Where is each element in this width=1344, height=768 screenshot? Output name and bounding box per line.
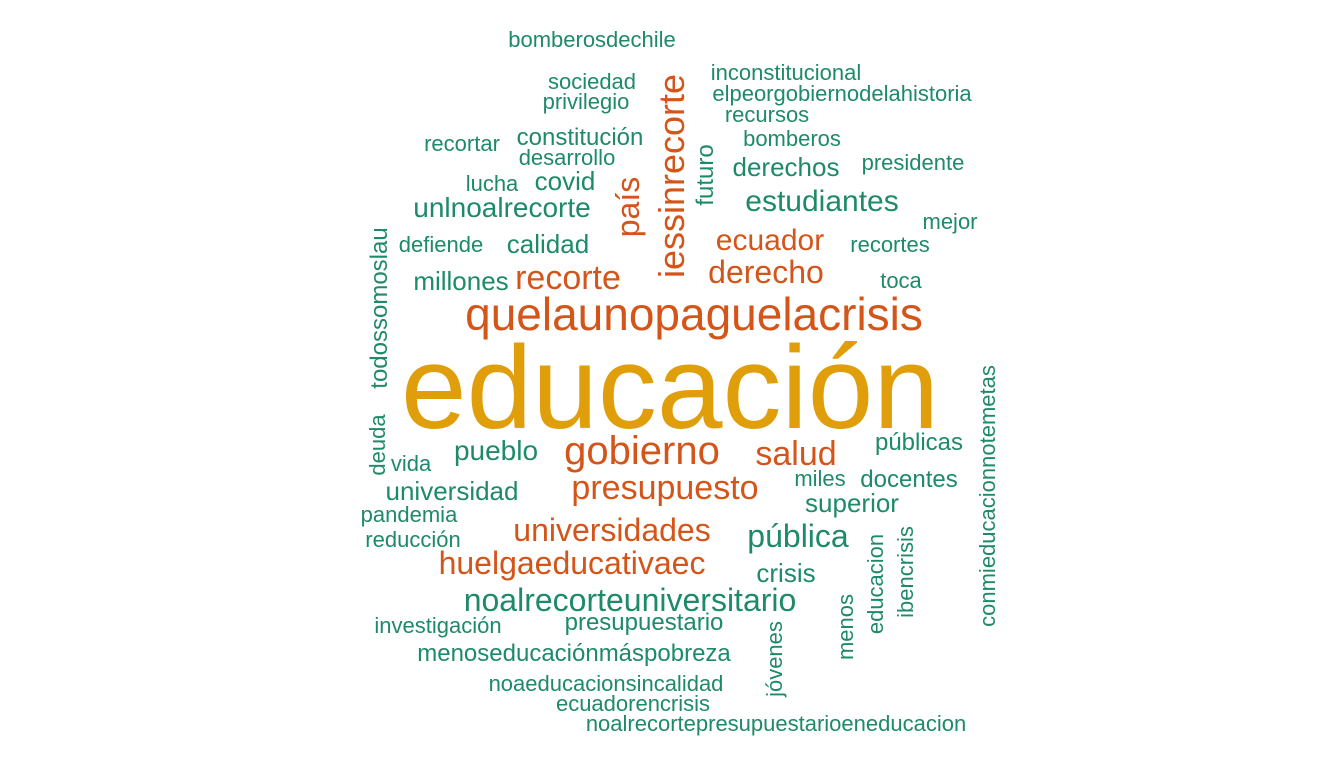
- word-w41: miles: [794, 466, 846, 491]
- word-w51: noalrecorteuniversitario: [463, 582, 797, 618]
- word-w2: iessinrecorte: [651, 73, 692, 279]
- word-w3: país: [610, 176, 646, 238]
- word-w45: pandemia: [360, 502, 458, 527]
- word-w32: calidad: [506, 229, 590, 259]
- word-w28: unlnoalrecorte: [413, 192, 591, 223]
- word-w26: covid: [534, 166, 596, 196]
- word-w30: todossomoslau: [366, 227, 393, 389]
- word-w14: privilegio: [542, 89, 630, 114]
- word-w1: quelaunopaguelacrisis: [465, 288, 923, 340]
- word-w29: mejor: [922, 209, 978, 234]
- word-w7: gobierno: [564, 429, 720, 473]
- word-w46: pública: [747, 518, 849, 554]
- word-w43: universidad: [385, 476, 519, 506]
- word-w10: universidades: [513, 512, 711, 548]
- word-w0: educación: [401, 322, 939, 454]
- word-w57: noaeducacionsincalidad: [488, 671, 724, 696]
- word-w18: recortar: [424, 131, 500, 156]
- word-w38: deuda: [365, 414, 390, 476]
- word-w27: estudiantes: [745, 185, 899, 218]
- word-w36: conmieducacionnotemetas: [975, 365, 1000, 627]
- word-w33: recortes: [850, 232, 930, 257]
- word-w42: docentes: [860, 466, 958, 493]
- word-w49: reducción: [365, 527, 461, 552]
- word-w24: presidente: [861, 150, 965, 175]
- word-w39: vida: [390, 451, 432, 476]
- word-w19: constitución: [516, 124, 644, 151]
- word-w40: pueblo: [453, 435, 539, 466]
- word-w55: menoseducaciónmáspobreza: [417, 640, 731, 667]
- word-w16: elpeorgobiernodelahistoria: [712, 81, 972, 106]
- word-w9: presupuesto: [571, 469, 759, 507]
- word-w25: lucha: [465, 171, 519, 196]
- word-w21: bomberos: [743, 126, 841, 151]
- word-w34: millones: [413, 266, 509, 296]
- word-w22: futuro: [692, 144, 719, 206]
- word-w5: derecho: [708, 254, 824, 290]
- word-w53: investigación: [374, 613, 502, 638]
- word-w17: recursos: [724, 102, 810, 127]
- word-w31: defiende: [398, 232, 484, 257]
- word-w15: inconstitucional: [710, 60, 862, 85]
- word-w44: superior: [805, 488, 899, 518]
- word-w56: jóvenes: [762, 621, 787, 697]
- word-w4: recorte: [515, 259, 621, 297]
- word-w58: ecuadorencrisis: [555, 691, 711, 716]
- word-w23: derechos: [732, 152, 840, 182]
- word-w54: presupuestario: [564, 609, 724, 636]
- word-w6: ecuador: [715, 224, 825, 257]
- word-w59: noalrecortepresupuestarioeneducacion: [585, 711, 967, 736]
- word-w48: educacion: [863, 533, 888, 635]
- word-w12: bomberosdechile: [508, 27, 676, 52]
- word-w50: crisis: [756, 558, 816, 588]
- word-w52: menos: [833, 593, 858, 661]
- word-w11: huelgaeducativaec: [438, 545, 706, 581]
- word-w13: sociedad: [547, 69, 637, 94]
- word-w37: públicas: [874, 429, 964, 456]
- word-w47: ibencrisis: [893, 526, 918, 618]
- word-w8: salud: [755, 435, 837, 473]
- word-w35: toca: [880, 268, 922, 293]
- word-w20: desarrollo: [518, 145, 616, 170]
